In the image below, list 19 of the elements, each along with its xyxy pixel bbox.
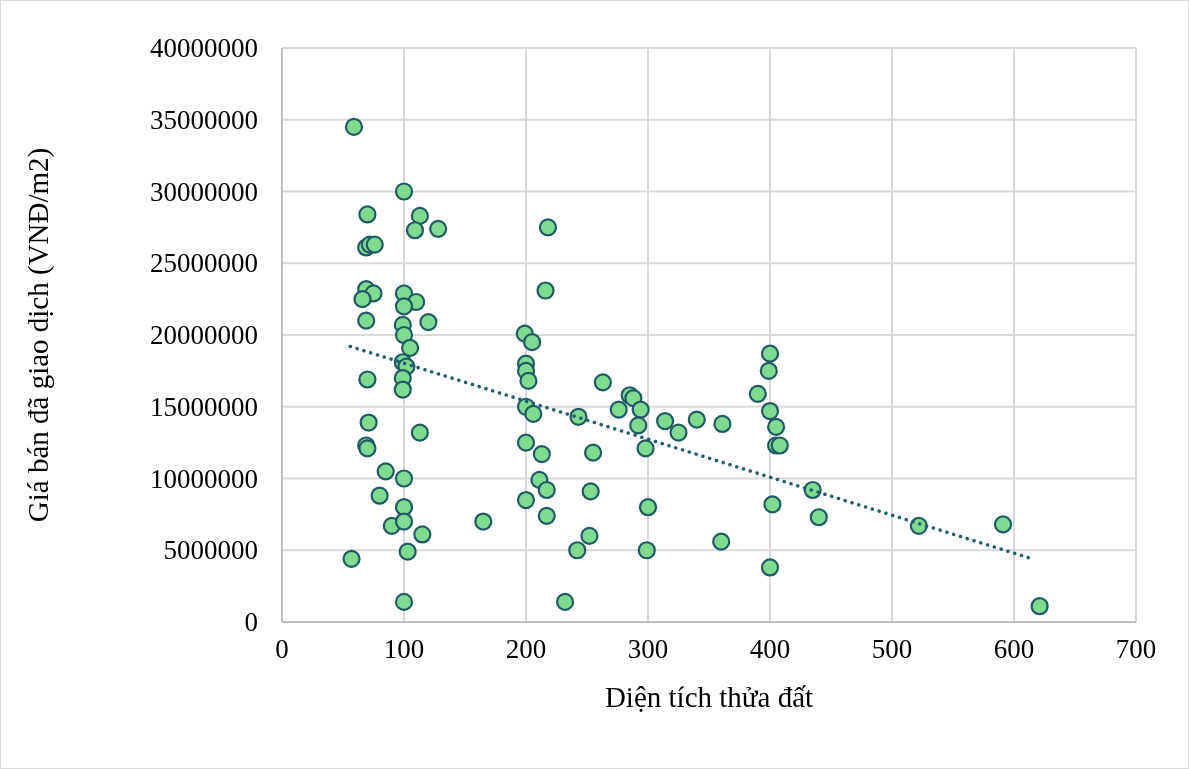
y-tick-label: 35000000 <box>150 104 258 135</box>
y-tick-label: 5000000 <box>163 535 258 566</box>
x-tick-label: 400 <box>749 634 791 664</box>
x-tick-label: 500 <box>871 634 913 664</box>
x-tick-label: 300 <box>627 634 669 664</box>
x-tick-label: 100 <box>383 634 425 664</box>
x-tick-label: 0 <box>275 634 289 664</box>
y-tick-label: 25000000 <box>150 248 258 279</box>
x-tick-label: 700 <box>1115 634 1157 664</box>
x-tick-label: 600 <box>993 634 1035 664</box>
y-tick-label: 0 <box>244 607 258 637</box>
x-tick-label: 200 <box>505 634 547 664</box>
y-tick-label: 20000000 <box>150 320 258 350</box>
y-tick-label: 40000000 <box>150 33 258 63</box>
y-tick-label: 15000000 <box>150 391 258 422</box>
x-axis-title: Diện tích thửa đất <box>604 681 814 713</box>
y-tick-label: 10000000 <box>150 463 258 494</box>
y-axis-title: Giá bán đã giao dịch (VNĐ/m2) <box>22 147 55 523</box>
y-tick-label: 30000000 <box>150 176 258 207</box>
